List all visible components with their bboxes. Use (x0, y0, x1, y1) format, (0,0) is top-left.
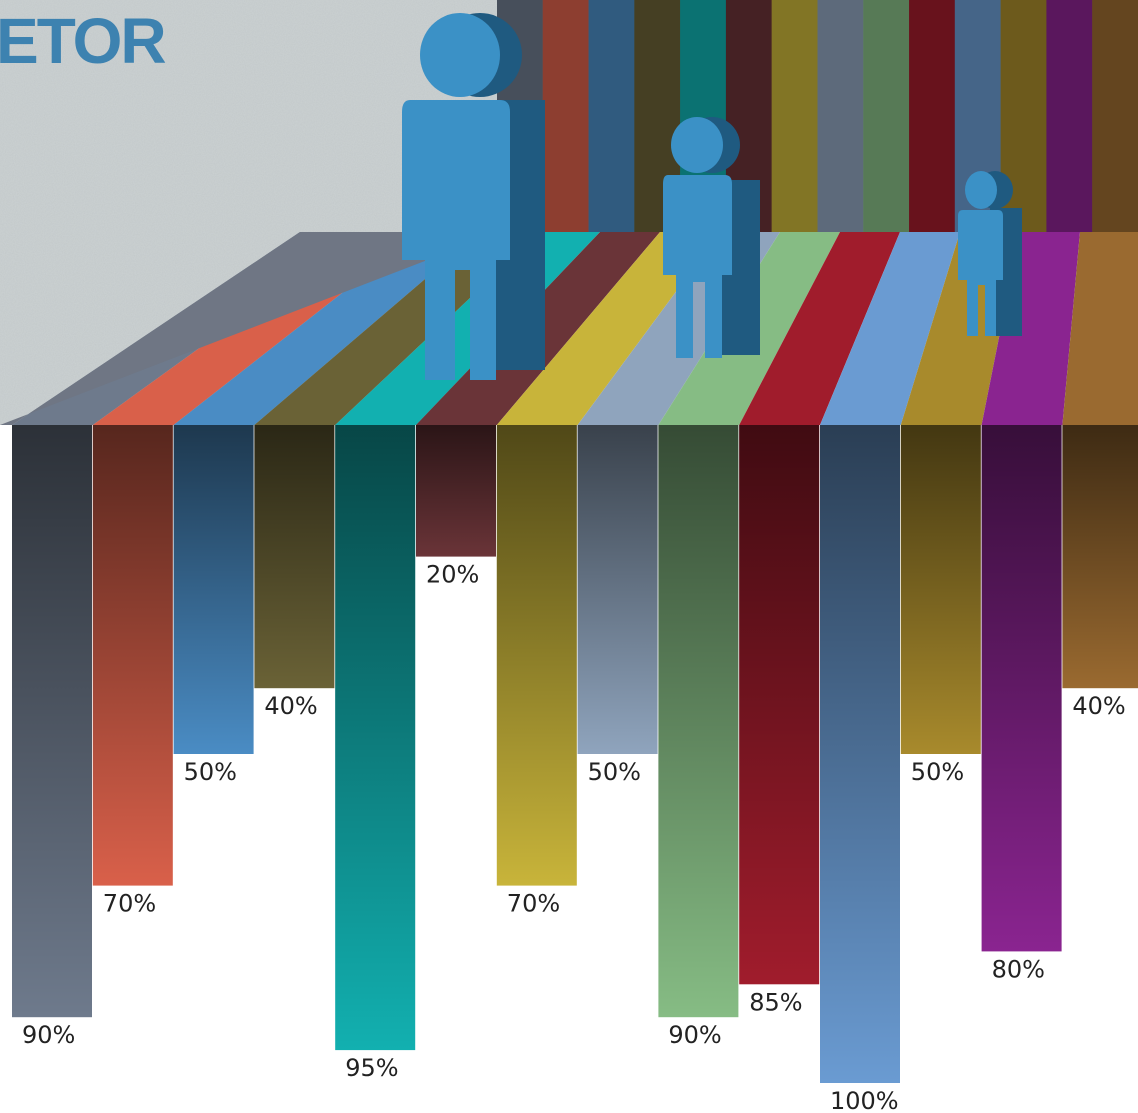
wall-stripe (1092, 0, 1138, 232)
bar-shade (335, 425, 416, 1051)
bar-shade (658, 425, 739, 1018)
value-label: 100% (830, 1087, 899, 1113)
value-label: 40% (1072, 692, 1125, 720)
wall-stripe-shade (542, 0, 590, 232)
value-label: 90% (22, 1021, 75, 1049)
floor-stripe (981, 232, 1080, 425)
bar-shade (496, 425, 577, 886)
wall-stripe (542, 0, 590, 232)
bar-shade (416, 425, 496, 557)
value-label: 70% (507, 890, 560, 918)
wall-stripe (588, 0, 635, 232)
bar-shade (820, 425, 900, 1083)
floor-stripe (496, 232, 720, 425)
value-label: 95% (345, 1054, 398, 1082)
wall-stripe-shade (817, 0, 864, 232)
bar-shade (577, 425, 658, 754)
value-label: 70% (103, 890, 156, 918)
value-label: 20% (426, 561, 479, 589)
bar-shade (12, 425, 92, 1018)
wall-stripe-shade (909, 0, 956, 232)
figure-body (402, 100, 510, 380)
floor-stripe (820, 232, 960, 425)
bars: 90% 70% 50% 40% 95% 20% 70% 50% 90% 85% 100% 50% 80%… (12, 425, 1138, 1113)
wall-stripe (1046, 0, 1093, 232)
figure-body (663, 175, 732, 358)
bar-shade (92, 425, 173, 886)
bar-shade (254, 425, 335, 689)
floor-stripe (1062, 232, 1138, 425)
wall-stripe-shade (771, 0, 818, 232)
chart-title: ETOR (0, 5, 165, 77)
bar-shade (1062, 425, 1138, 689)
wall-stripe (909, 0, 956, 232)
wall-stripe-shade (588, 0, 635, 232)
wall-stripe-shade (1046, 0, 1093, 232)
floor-stripe (173, 232, 480, 425)
floor-edge (0, 232, 500, 425)
bar-shade (739, 425, 820, 985)
value-label: 85% (749, 988, 802, 1016)
value-label: 90% (668, 1021, 721, 1049)
floor-stripe (254, 232, 540, 425)
figure-head (420, 13, 500, 97)
value-label: 40% (264, 692, 317, 720)
wall-stripe (817, 0, 864, 232)
figure-head (671, 117, 723, 173)
value-label: 50% (911, 758, 964, 786)
figure-head (965, 171, 997, 209)
bar-shade (900, 425, 981, 754)
wall-stripe-shade (863, 0, 910, 232)
value-label: 50% (184, 758, 237, 786)
bar-shade (173, 425, 254, 754)
figure-body (958, 210, 1003, 336)
wall-stripe (771, 0, 818, 232)
wall-stripe-shade (1092, 0, 1138, 232)
floor-stripe (739, 232, 900, 425)
bar-shade (981, 425, 1062, 952)
people (402, 13, 1022, 380)
value-label: 80% (992, 955, 1045, 983)
value-label: 50% (588, 758, 641, 786)
wall-stripe (863, 0, 910, 232)
